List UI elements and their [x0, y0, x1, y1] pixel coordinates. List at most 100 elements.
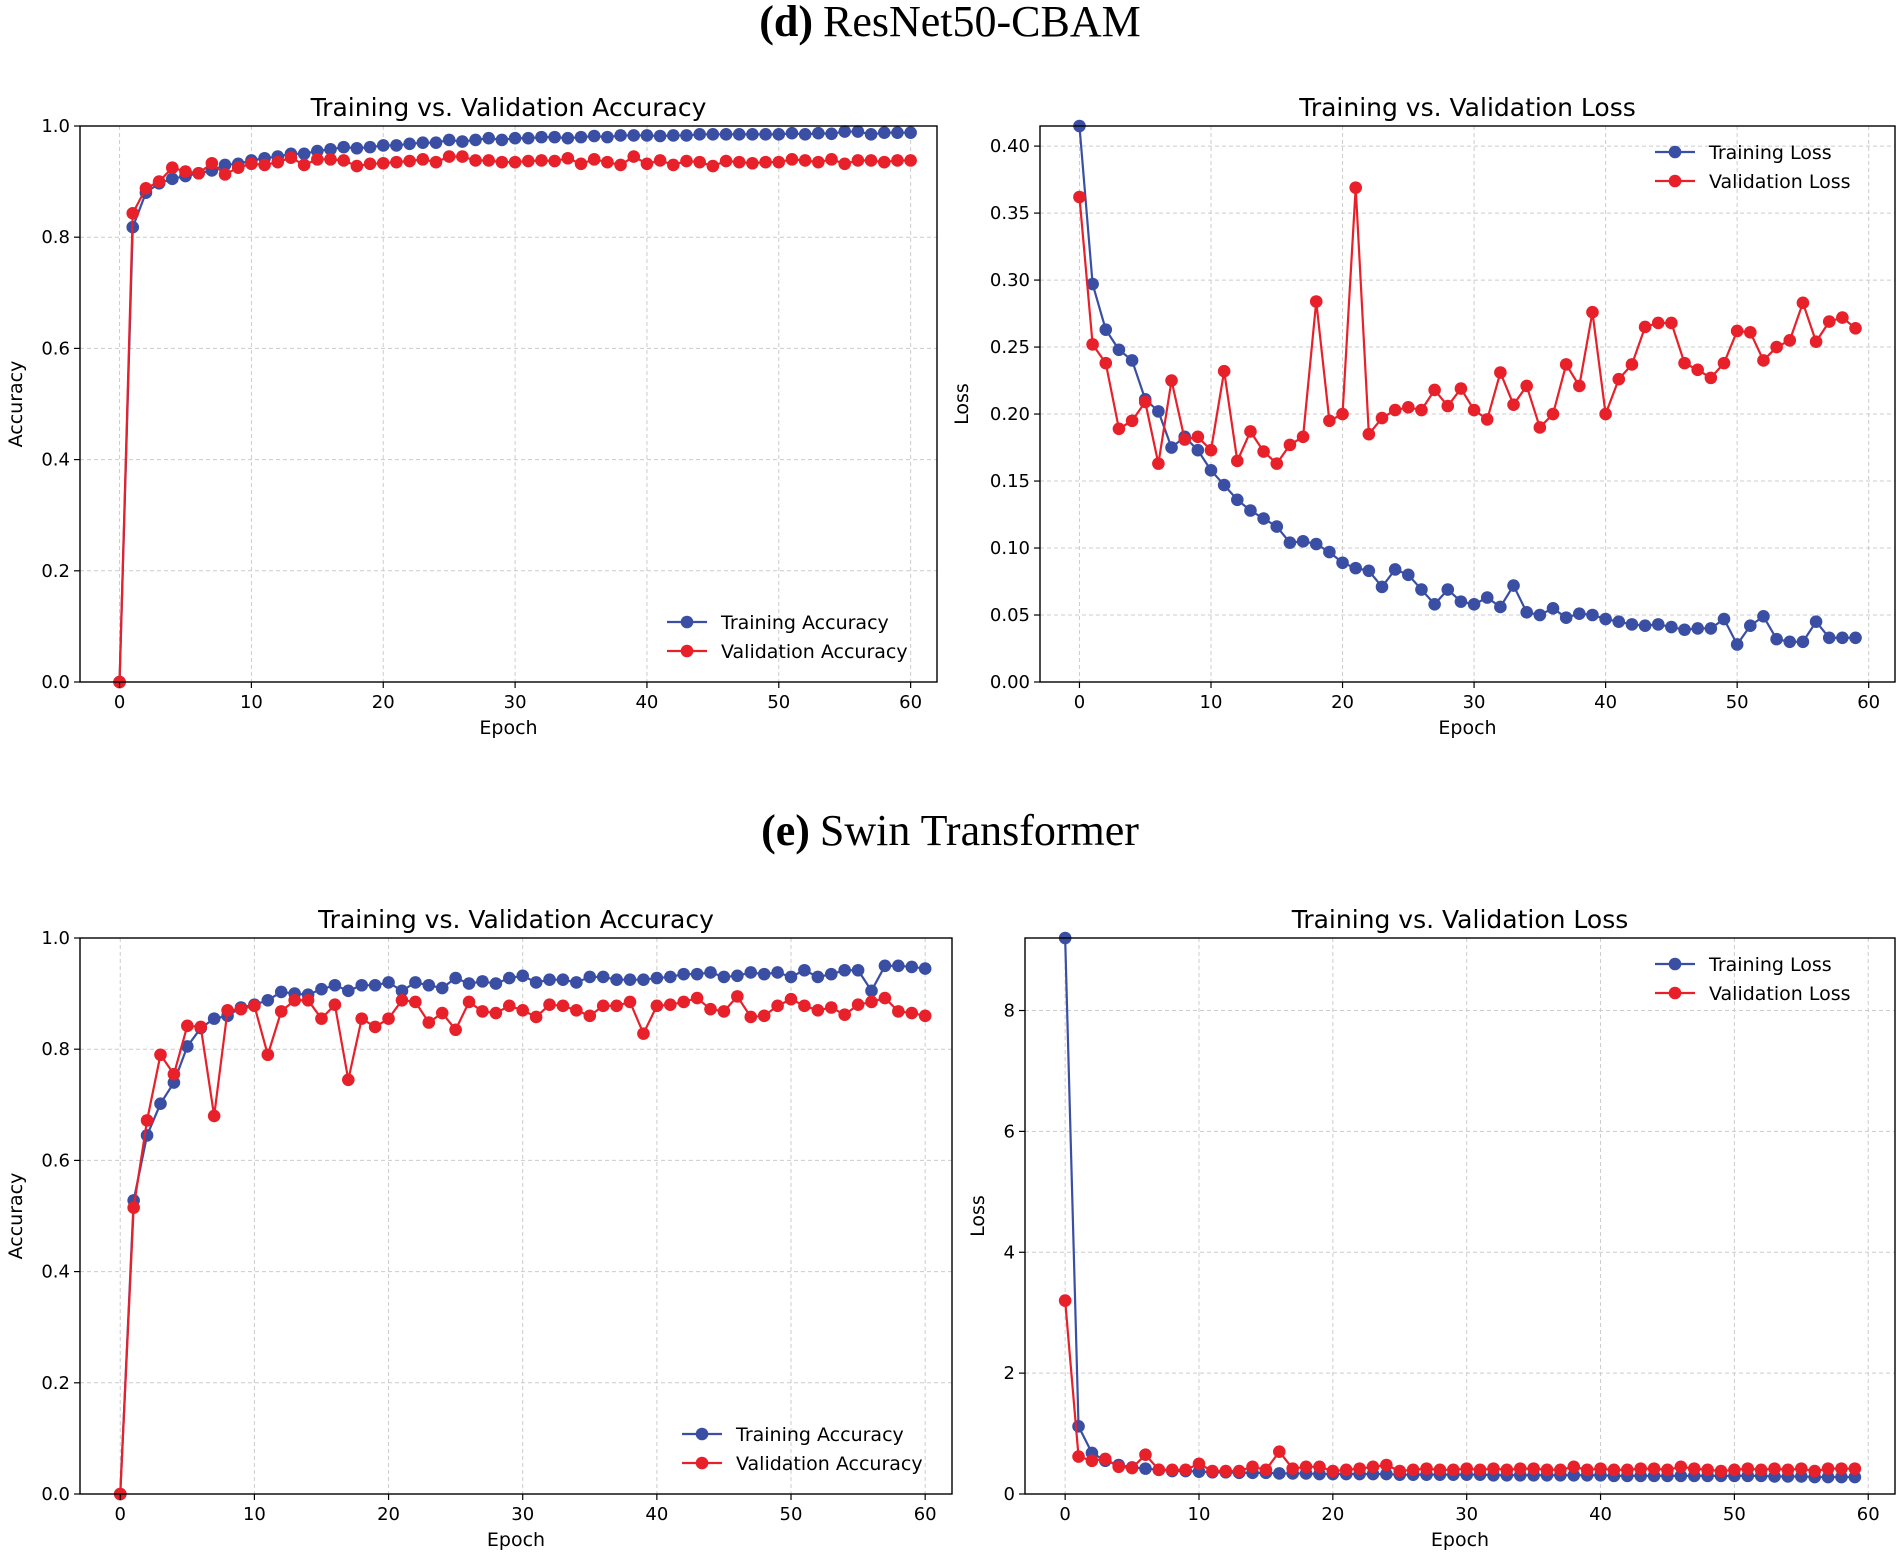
data-point-validation — [489, 1006, 503, 1020]
data-point-training — [891, 126, 904, 139]
data-point-validation — [192, 166, 205, 180]
y-tick-label: 0.35 — [990, 203, 1030, 224]
data-point-training — [587, 129, 601, 143]
x-tick-label: 10 — [243, 1504, 266, 1525]
data-point-validation — [693, 155, 706, 169]
data-point-training — [719, 128, 733, 141]
data-point-validation — [548, 154, 561, 168]
data-point-validation — [583, 1009, 597, 1023]
data-point-training — [677, 967, 690, 981]
y-tick-label: 0.15 — [990, 471, 1030, 492]
data-point-training — [548, 130, 561, 144]
data-point-validation — [1795, 1462, 1808, 1475]
data-point-validation — [1559, 358, 1573, 371]
data-point-validation — [1072, 1450, 1085, 1463]
data-point-validation — [1674, 1460, 1688, 1474]
data-point-validation — [1704, 371, 1718, 385]
data-point-training — [1559, 611, 1573, 624]
data-point-validation — [556, 999, 570, 1013]
data-point-validation — [1567, 1460, 1581, 1474]
data-point-validation — [288, 993, 301, 1007]
data-point-training — [706, 128, 720, 141]
data-point-training — [838, 963, 851, 977]
legend-label: Training Accuracy — [720, 612, 889, 634]
data-point-training — [1612, 615, 1626, 629]
data-point-validation — [1757, 354, 1770, 367]
y-axis-label: Loss — [951, 383, 973, 425]
data-point-validation — [1099, 356, 1113, 370]
data-point-validation — [1594, 1462, 1607, 1475]
data-point-validation — [1380, 1458, 1393, 1472]
data-point-training — [1849, 631, 1862, 645]
y-tick-label: 0.00 — [990, 672, 1030, 693]
data-point-validation — [1270, 457, 1284, 470]
data-point-training — [1165, 441, 1178, 454]
data-point-validation — [1112, 422, 1126, 436]
data-point-training — [1691, 622, 1704, 635]
data-point-validation — [328, 998, 342, 1012]
x-tick-label: 20 — [1321, 1504, 1344, 1525]
legend-marker-training — [1668, 957, 1682, 971]
data-point-training — [207, 1012, 221, 1025]
data-point-validation — [297, 158, 311, 172]
data-point-validation — [663, 998, 677, 1012]
legend: Training Loss Validation Loss — [1655, 142, 1851, 193]
data-point-training — [1757, 610, 1770, 623]
data-point-validation — [508, 155, 522, 169]
data-point-validation — [798, 999, 811, 1013]
data-point-validation — [1612, 372, 1626, 386]
y-tick-label: 1.0 — [41, 928, 70, 949]
data-point-training — [1546, 602, 1560, 615]
data-point-validation — [731, 990, 744, 1003]
data-point-validation — [152, 175, 166, 188]
data-point-validation — [140, 1114, 154, 1127]
data-point-validation — [1520, 379, 1533, 393]
x-tick-label: 0 — [114, 692, 125, 713]
data-point-validation — [482, 154, 496, 167]
legend: Training Accuracy Validation Accuracy — [682, 1424, 923, 1475]
data-point-training — [1809, 615, 1823, 629]
data-point-training — [382, 976, 395, 989]
data-point-validation — [1073, 190, 1086, 204]
y-tick-label: 0.0 — [41, 1484, 70, 1505]
data-point-training — [315, 982, 328, 996]
data-point-validation — [1323, 414, 1336, 428]
data-point-validation — [476, 1005, 489, 1018]
y-tick-label: 0.2 — [41, 1373, 70, 1394]
data-point-training — [744, 966, 758, 979]
data-point-training — [653, 129, 667, 143]
data-point-validation — [865, 995, 878, 1009]
legend-label: Validation Loss — [1709, 171, 1851, 193]
data-point-training — [1717, 612, 1731, 626]
chart-d-loss: 0 10 20 30 40 50 60 0.00 0.05 0.10 0.15 0.20 0.25 0.3… — [951, 93, 1896, 739]
data-point-training — [561, 131, 575, 145]
y-tick-label: 0 — [1004, 1484, 1015, 1505]
data-point-training — [1112, 343, 1126, 357]
chart-d-accuracy: 0 10 20 30 40 50 60 0.0 0.2 0.4 0.6 0.8 1.0 Training … — [5, 93, 938, 739]
data-point-training — [690, 967, 704, 981]
x-tick-label: 0 — [115, 1504, 126, 1525]
data-point-validation — [878, 991, 892, 1005]
data-point-training — [529, 976, 543, 989]
data-point-training — [1375, 580, 1389, 594]
data-point-validation — [1296, 430, 1310, 444]
data-point-validation — [864, 154, 878, 167]
data-point-training — [324, 143, 337, 156]
data-point-validation — [690, 991, 704, 1005]
data-point-validation — [1822, 315, 1836, 328]
data-point-validation — [1665, 316, 1678, 330]
data-point-training — [732, 128, 746, 141]
data-point-validation — [1647, 1462, 1661, 1475]
data-point-training — [1599, 612, 1612, 626]
data-point-validation — [1728, 1463, 1741, 1477]
data-point-training — [1349, 561, 1362, 575]
data-point-validation — [650, 999, 664, 1013]
data-point-training — [535, 130, 548, 144]
data-point-validation — [1441, 399, 1455, 413]
data-point-validation — [1191, 430, 1205, 444]
chart-title: Training vs. Validation Loss — [1291, 905, 1629, 934]
data-point-validation — [1796, 296, 1810, 310]
data-point-training — [297, 147, 311, 161]
data-point-training — [556, 973, 570, 986]
